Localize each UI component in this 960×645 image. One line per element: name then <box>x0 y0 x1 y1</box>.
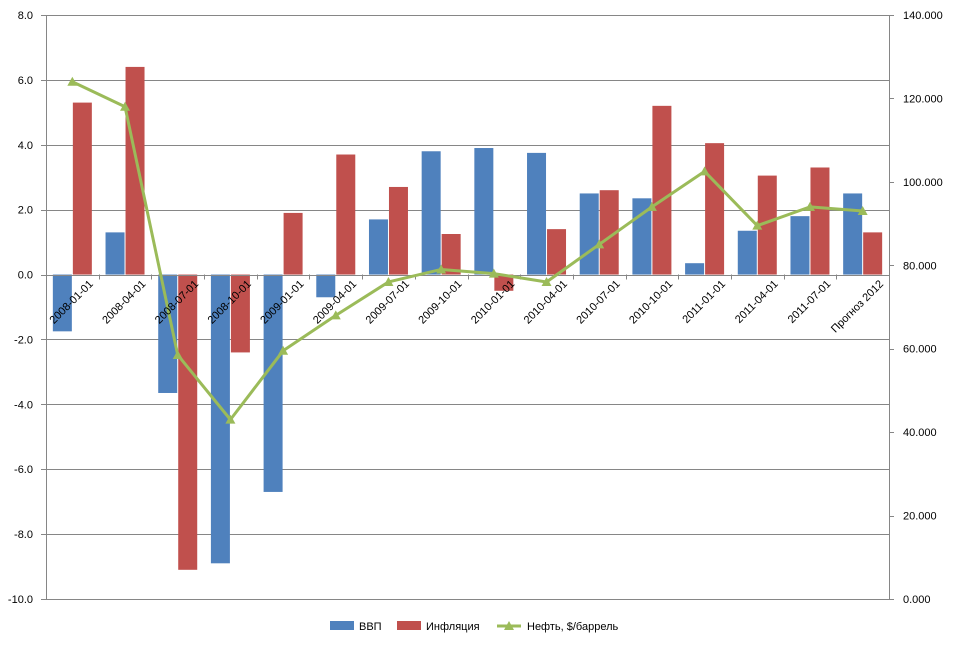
bar-gdp <box>474 148 494 275</box>
right-tick-label: 80.000 <box>903 260 937 272</box>
bar-inflation <box>494 274 514 291</box>
category-label: 2010-07-01 <box>574 278 622 326</box>
left-tick-label: 8.0 <box>18 10 33 22</box>
oil-point <box>225 414 236 424</box>
oil-point <box>172 349 183 359</box>
bar-inflation <box>441 234 461 275</box>
bar-inflation <box>810 167 830 275</box>
category-label: Прогноз 2012 <box>829 278 886 335</box>
bar-inflation <box>757 175 777 275</box>
left-axis-ticks: 8.0 6.0 4.0 2.0 0.0 -2.0 -4.0 -6.0 -8.0 -10.0 <box>8 10 33 606</box>
left-tick-label: -10.0 <box>8 594 33 606</box>
oil-point <box>752 220 763 230</box>
bar-inflation <box>336 154 356 275</box>
left-tick-label: 2.0 <box>18 205 33 217</box>
right-tick-label: 20.000 <box>903 511 937 523</box>
bar-gdp <box>263 274 283 492</box>
bars <box>52 66 883 570</box>
oil-point <box>67 76 78 86</box>
right-tick-label: 60.000 <box>903 344 937 356</box>
oil-line <box>67 76 868 424</box>
category-label: 2011-01-01 <box>680 278 728 326</box>
legend-swatch <box>397 621 421 630</box>
bar-gdp <box>52 274 72 332</box>
left-tick-label: -2.0 <box>14 334 33 346</box>
right-tick-label: 40.000 <box>903 427 937 439</box>
left-tick-label: 4.0 <box>18 140 33 152</box>
oil-point <box>857 206 868 216</box>
right-tick-label: 0.000 <box>903 594 931 606</box>
oil-series-line <box>71 80 863 422</box>
bar-gdp <box>316 274 336 298</box>
oil-point <box>699 166 710 176</box>
bar-gdp <box>421 151 441 275</box>
legend: ВВП Инфляция Нефть, $/баррель <box>330 621 618 633</box>
oil-point <box>804 201 815 211</box>
oil-point <box>646 201 657 211</box>
bar-gdp <box>368 219 388 275</box>
legend-label: Нефть, $/баррель <box>527 621 618 633</box>
bar-inflation <box>125 66 145 275</box>
oil-point <box>383 276 394 286</box>
category-label: 2008-04-01 <box>100 278 148 326</box>
right-tick-label: 140.000 <box>903 10 943 22</box>
legend-swatch <box>330 621 354 630</box>
bar-gdp <box>527 152 547 275</box>
bar-gdp <box>685 263 705 275</box>
bar-inflation <box>652 105 672 275</box>
oil-point <box>541 276 552 286</box>
legend-label: ВВП <box>359 621 382 633</box>
category-label: 2009-10-01 <box>416 278 464 326</box>
oil-point <box>594 239 605 249</box>
bar-gdp <box>210 274 230 564</box>
oil-point <box>436 264 447 274</box>
bar-gdp <box>737 230 757 275</box>
left-tick-label: -6.0 <box>14 464 33 476</box>
bar-inflation <box>547 229 567 275</box>
bar-gdp <box>158 274 178 393</box>
bar-inflation <box>388 186 408 275</box>
category-label: 2010-01-01 <box>469 278 517 326</box>
legend-marker <box>504 621 514 630</box>
oil-point <box>330 310 341 320</box>
left-tick-label: 6.0 <box>18 75 33 87</box>
bar-inflation <box>599 190 619 275</box>
left-tick-label: -4.0 <box>14 399 33 411</box>
bar-gdp <box>105 232 125 275</box>
left-tick-label: -8.0 <box>14 529 33 541</box>
bar-inflation <box>178 274 198 570</box>
right-tick-label: 100.000 <box>903 177 943 189</box>
bar-inflation <box>230 274 250 353</box>
right-tick-label: 120.000 <box>903 93 943 105</box>
bar-gdp <box>579 193 599 275</box>
bar-inflation <box>72 102 92 275</box>
category-label: 2010-10-01 <box>627 278 675 326</box>
bar-inflation <box>705 143 725 275</box>
oil-point <box>120 101 131 111</box>
oil-point <box>488 268 499 278</box>
oil-point <box>278 345 289 355</box>
bar-inflation <box>283 212 303 275</box>
bar-gdp <box>790 216 810 275</box>
axes <box>41 15 894 600</box>
category-label: 2011-07-01 <box>786 278 834 326</box>
category-label: 2011-04-01 <box>733 278 781 326</box>
legend-label: Инфляция <box>426 621 480 633</box>
bar-gdp <box>843 193 863 275</box>
left-tick-label: 0.0 <box>18 270 33 282</box>
bar-inflation <box>863 232 883 275</box>
right-axis-ticks: 140.000 120.000 100.000 80.000 60.000 40.000 2… <box>903 10 943 606</box>
